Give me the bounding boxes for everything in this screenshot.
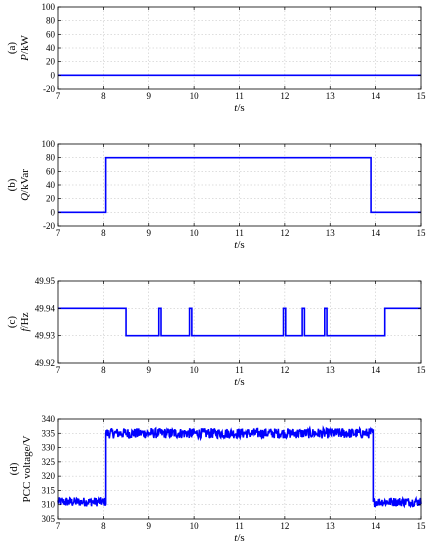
panel-4: 7 8 9 10 11 12 13 14 15 305 310 315 320 325 330 335 340 t… bbox=[8, 414, 426, 544]
x-tick-label: 9 bbox=[147, 521, 152, 531]
y-tick-label: 320 bbox=[42, 471, 56, 481]
x-axis-label: t/s bbox=[234, 376, 244, 388]
y-tick-label: 80 bbox=[46, 153, 56, 163]
x-tick-label: 11 bbox=[235, 521, 244, 531]
y-tick-label: 49.92 bbox=[35, 358, 55, 368]
x-tick-label: 9 bbox=[147, 365, 152, 375]
series-line bbox=[58, 307, 421, 337]
y-tick-label: 40 bbox=[46, 180, 56, 190]
y-tick-label: 315 bbox=[42, 485, 56, 495]
x-tick-label: 11 bbox=[235, 228, 244, 238]
x-axis-label: t/s bbox=[234, 102, 244, 114]
y-tick-label: 330 bbox=[42, 443, 56, 453]
x-tick-label: 12 bbox=[280, 365, 289, 375]
y-tick-label: -20 bbox=[43, 84, 55, 94]
y-tick-label: 20 bbox=[46, 194, 56, 204]
series-line bbox=[57, 425, 422, 509]
y-tick-label: 49.94 bbox=[35, 303, 56, 313]
y-tick-label: 100 bbox=[42, 139, 56, 149]
x-tick-label: 11 bbox=[235, 365, 244, 375]
x-tick-label: 8 bbox=[101, 521, 106, 531]
x-tick-label: 8 bbox=[101, 228, 106, 238]
x-tick-label: 11 bbox=[235, 91, 244, 101]
panel-3: 7 8 9 10 11 12 13 14 15 49.92 49.93 49.94 49.95 t/s (c… bbox=[6, 276, 426, 388]
x-tick-label: 9 bbox=[147, 228, 152, 238]
x-axis-label: t/s bbox=[234, 239, 244, 251]
x-axis-label: t/s bbox=[234, 532, 244, 544]
x-tick-label: 14 bbox=[371, 521, 381, 531]
x-tick-label: 13 bbox=[326, 228, 336, 238]
y-tick-label: 335 bbox=[42, 428, 56, 438]
y-tick-label: 60 bbox=[46, 166, 56, 176]
y-tick-label: 20 bbox=[46, 57, 56, 67]
x-tick-label: 10 bbox=[190, 228, 200, 238]
x-tick-label: 7 bbox=[56, 365, 61, 375]
x-tick-label: 14 bbox=[371, 228, 381, 238]
y-axis-label: (a)P/kW bbox=[6, 35, 31, 62]
y-tick-label: 40 bbox=[46, 43, 56, 53]
x-tick-label: 7 bbox=[56, 228, 61, 238]
y-tick-label: 0 bbox=[51, 70, 56, 80]
plot-frame bbox=[57, 280, 422, 364]
y-tick-label: 60 bbox=[46, 29, 56, 39]
panel-2: 7 8 9 10 11 12 13 14 15 -20 0 20 40 60 80 100 t/s (b)Q/kV… bbox=[6, 139, 426, 251]
panel-1: 7 8 9 10 11 12 13 14 15 -20 0 20 40 60 80 100 t/s (a)P/kW bbox=[6, 2, 426, 114]
y-axis-label: (d)PCC voltage/V bbox=[8, 435, 33, 502]
series-line bbox=[58, 156, 421, 214]
x-tick-label: 15 bbox=[417, 365, 427, 375]
y-tick-label: 49.93 bbox=[35, 331, 56, 341]
x-tick-label: 15 bbox=[417, 91, 427, 101]
y-tick-label: 305 bbox=[42, 514, 56, 524]
y-tick-label: 49.95 bbox=[35, 276, 56, 286]
y-tick-label: -20 bbox=[43, 221, 55, 231]
x-tick-label: 13 bbox=[326, 365, 336, 375]
x-tick-label: 15 bbox=[417, 228, 427, 238]
x-tick-label: 7 bbox=[56, 91, 61, 101]
y-tick-label: 340 bbox=[42, 414, 56, 424]
x-tick-label: 10 bbox=[190, 521, 200, 531]
y-tick-label: 80 bbox=[46, 16, 56, 26]
y-tick-label: 310 bbox=[42, 500, 56, 510]
x-tick-label: 14 bbox=[371, 91, 381, 101]
x-tick-label: 12 bbox=[280, 91, 289, 101]
x-tick-label: 15 bbox=[417, 521, 427, 531]
x-tick-label: 10 bbox=[190, 91, 200, 101]
y-tick-label: 325 bbox=[42, 457, 56, 467]
y-tick-label: 100 bbox=[42, 2, 56, 12]
x-tick-label: 13 bbox=[326, 91, 336, 101]
x-tick-label: 12 bbox=[280, 521, 289, 531]
x-tick-label: 9 bbox=[147, 91, 152, 101]
x-tick-label: 8 bbox=[101, 91, 106, 101]
x-tick-label: 12 bbox=[280, 228, 289, 238]
x-tick-label: 7 bbox=[56, 521, 61, 531]
y-axis-label: (b)Q/kVar bbox=[6, 169, 31, 201]
x-tick-label: 14 bbox=[371, 365, 381, 375]
y-tick-label: 0 bbox=[51, 207, 56, 217]
x-tick-label: 10 bbox=[190, 365, 200, 375]
y-axis-label: (c)f/Hz bbox=[6, 312, 31, 331]
x-tick-label: 8 bbox=[101, 365, 106, 375]
x-tick-label: 13 bbox=[326, 521, 336, 531]
